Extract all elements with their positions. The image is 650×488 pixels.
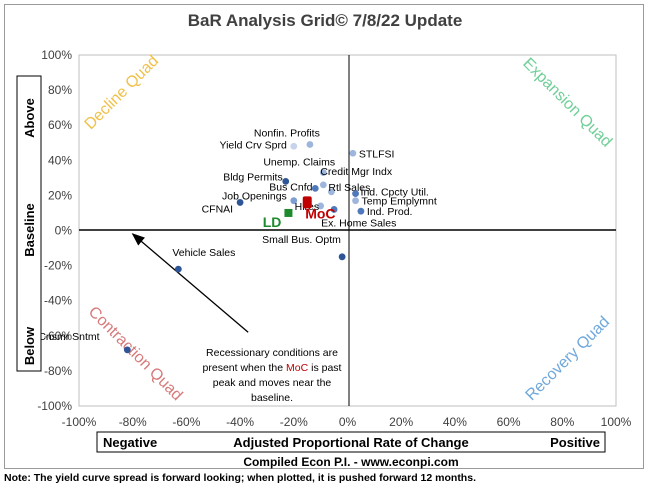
ld-label: LD xyxy=(263,214,282,230)
point-label: Credit Mgr Indx xyxy=(320,166,393,178)
data-point xyxy=(174,265,182,273)
x-tick-label: 100% xyxy=(601,415,632,429)
point-label: Unemp. Claims xyxy=(263,157,335,169)
annotation-line-4: baseline. xyxy=(251,392,293,404)
data-point xyxy=(330,206,338,213)
annotation-arrow xyxy=(131,233,249,333)
credit-line: Compiled Econ P.I. - www.econpi.com xyxy=(243,455,458,469)
decline-quad-label: Decline Quad xyxy=(82,53,163,134)
point-label: Bus Cnfd xyxy=(269,181,312,193)
x-label-negative: Negative xyxy=(103,435,157,450)
annotation-line-2-a: present when the xyxy=(203,362,286,374)
annotation-line-3: peak and moves near the xyxy=(213,377,332,389)
point-label: Ind. Cpcty Util. xyxy=(361,187,429,199)
y-label-baseline: Baseline xyxy=(22,203,37,256)
chart-title: BaR Analysis Grid© 7/8/22 Update xyxy=(188,11,463,30)
y-tick-label: 0% xyxy=(55,224,73,238)
y-tick-label: -20% xyxy=(44,259,72,273)
data-point xyxy=(352,190,359,198)
annotation-line-1: Recessionary conditions are xyxy=(206,347,338,359)
y-tick-label: -80% xyxy=(44,364,72,378)
data-point xyxy=(306,141,314,148)
data-point xyxy=(317,202,325,210)
point-label: Ex. Home Sales xyxy=(321,217,396,229)
point-label: Bldg Permits xyxy=(223,171,283,183)
point-label: Vehicle Sales xyxy=(172,247,235,259)
point-label: Nonfin. Profits xyxy=(254,128,320,140)
x-tick-label: 0% xyxy=(339,415,357,429)
y-tick-label: -40% xyxy=(44,294,72,308)
point-label: Small Bus. Optm xyxy=(262,234,341,246)
point-label: Cnsmr Sntmt xyxy=(38,331,99,343)
data-point xyxy=(349,149,357,157)
x-axis-ticks: -100% -80% -60% -40% -20% 0% 20% 40% 60% 80% 100% xyxy=(62,415,632,429)
x-tick-label: -60% xyxy=(172,415,200,429)
footer-note: Note: The yield curve spread is forward … xyxy=(4,472,476,484)
data-point xyxy=(311,184,319,192)
x-tick-label: 80% xyxy=(550,415,574,429)
data-point xyxy=(319,181,327,189)
point-label: Ind. Prod. xyxy=(367,206,413,218)
data-point xyxy=(290,142,298,150)
y-tick-label: 60% xyxy=(48,118,72,132)
y-tick-label: 80% xyxy=(48,83,72,97)
x-label-box xyxy=(96,431,606,453)
chart-frame xyxy=(4,4,644,469)
data-point xyxy=(236,199,244,206)
y-label-below: Below xyxy=(22,326,37,365)
y-tick-label: -100% xyxy=(37,399,72,413)
x-tick-label: -80% xyxy=(119,415,147,429)
contraction-quad-label: Contraction Quad xyxy=(85,303,186,404)
point-label: CFNAI xyxy=(202,203,234,215)
y-axis-ticks: 100% 80% 60% 40% 20% 0% -20% -40% -60% -80% -100% xyxy=(37,48,72,413)
x-tick-label: -20% xyxy=(280,415,308,429)
x-tick-label: 60% xyxy=(497,415,521,429)
y-label-above: Above xyxy=(22,98,37,138)
data-point xyxy=(290,197,298,205)
point-label: Job Openings xyxy=(222,191,287,203)
x-tick-label: -40% xyxy=(226,415,254,429)
x-tick-label: 20% xyxy=(389,415,413,429)
y-label-box xyxy=(16,75,42,372)
y-tick-label: -60% xyxy=(44,329,72,343)
expansion-quad-label: Expansion Quad xyxy=(519,55,615,151)
data-point xyxy=(357,207,365,215)
annotation-moc-highlight: MoC xyxy=(286,362,309,374)
y-tick-label: 20% xyxy=(48,188,72,202)
moc-label: MoC xyxy=(305,205,335,221)
data-point xyxy=(327,188,335,196)
x-tick-label: 40% xyxy=(443,415,467,429)
data-point xyxy=(123,346,131,354)
annotation-line-2-b: is past xyxy=(308,362,341,374)
data-point xyxy=(282,177,290,185)
x-tick-label: -100% xyxy=(62,415,97,429)
annotation-text: Recessionary conditions are present when… xyxy=(203,347,342,404)
data-point xyxy=(319,169,327,176)
ld-marker xyxy=(284,208,293,217)
moc-marker xyxy=(302,196,312,209)
data-point xyxy=(352,197,359,205)
point-label: STLFSI xyxy=(359,148,395,160)
point-label: Yield Crv Sprd xyxy=(219,139,286,151)
data-point xyxy=(338,253,346,261)
y-tick-label: 100% xyxy=(41,48,72,62)
annotation-line-2: present when the MoC is past xyxy=(203,362,342,374)
x-label-positive: Positive xyxy=(550,435,600,450)
point-label: Temp Emplymnt xyxy=(362,196,437,208)
recovery-quad-label: Recovery Quad xyxy=(523,314,614,405)
x-label-center: Adjusted Proportional Rate of Change xyxy=(233,435,468,450)
y-tick-label: 40% xyxy=(48,153,72,167)
point-label: Rtl Sales xyxy=(328,182,370,194)
